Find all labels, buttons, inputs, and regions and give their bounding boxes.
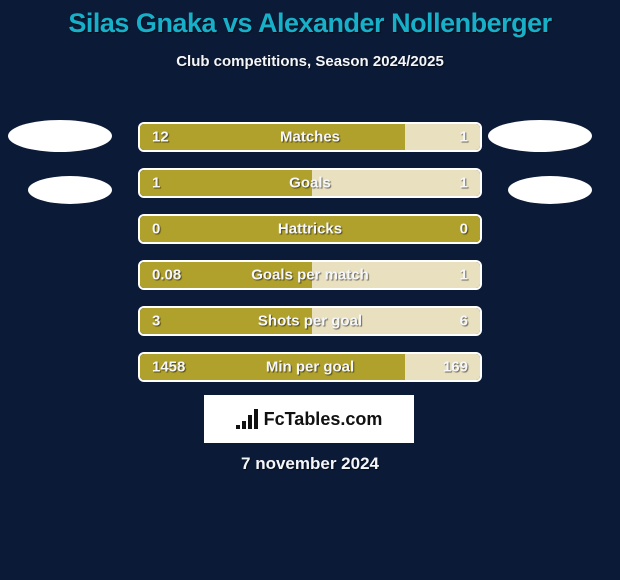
subtitle: Club competitions, Season 2024/2025 xyxy=(0,53,620,70)
right-value: 1 xyxy=(460,129,468,146)
left-segment xyxy=(140,170,312,196)
left-value: 0.08 xyxy=(152,267,181,284)
right-value: 169 xyxy=(443,359,468,376)
left-value: 3 xyxy=(152,313,160,330)
footer-logo: FcTables.com xyxy=(204,395,414,443)
stat-row: 3 6 Shots per goal xyxy=(138,306,482,336)
decoration-oval xyxy=(508,176,592,204)
logo-text: FcTables.com xyxy=(264,409,383,430)
stat-label: Shots per goal xyxy=(258,313,362,330)
footer-date: 7 november 2024 xyxy=(0,454,620,474)
stat-row: 0.08 1 Goals per match xyxy=(138,260,482,290)
right-value: 1 xyxy=(460,267,468,284)
left-value: 12 xyxy=(152,129,169,146)
stat-label: Matches xyxy=(280,129,340,146)
bars-icon xyxy=(236,409,258,429)
stat-row: 1458 169 Min per goal xyxy=(138,352,482,382)
decoration-oval xyxy=(28,176,112,204)
page-title: Silas Gnaka vs Alexander Nollenberger xyxy=(0,0,620,39)
right-segment xyxy=(405,124,480,150)
decoration-oval xyxy=(8,120,112,152)
stat-label: Hattricks xyxy=(278,221,342,238)
comparison-infographic: Silas Gnaka vs Alexander Nollenberger Cl… xyxy=(0,0,620,580)
left-value: 0 xyxy=(152,221,160,238)
stat-label: Goals per match xyxy=(251,267,369,284)
stat-row: 0 0 Hattricks xyxy=(138,214,482,244)
stat-row: 12 1 Matches xyxy=(138,122,482,152)
right-value: 1 xyxy=(460,175,468,192)
right-value: 0 xyxy=(460,221,468,238)
left-value: 1458 xyxy=(152,359,185,376)
left-segment xyxy=(140,124,405,150)
right-segment xyxy=(312,170,480,196)
stat-label: Goals xyxy=(289,175,331,192)
stat-row: 1 1 Goals xyxy=(138,168,482,198)
right-value: 6 xyxy=(460,313,468,330)
decoration-oval xyxy=(488,120,592,152)
left-value: 1 xyxy=(152,175,160,192)
stat-label: Min per goal xyxy=(266,359,354,376)
